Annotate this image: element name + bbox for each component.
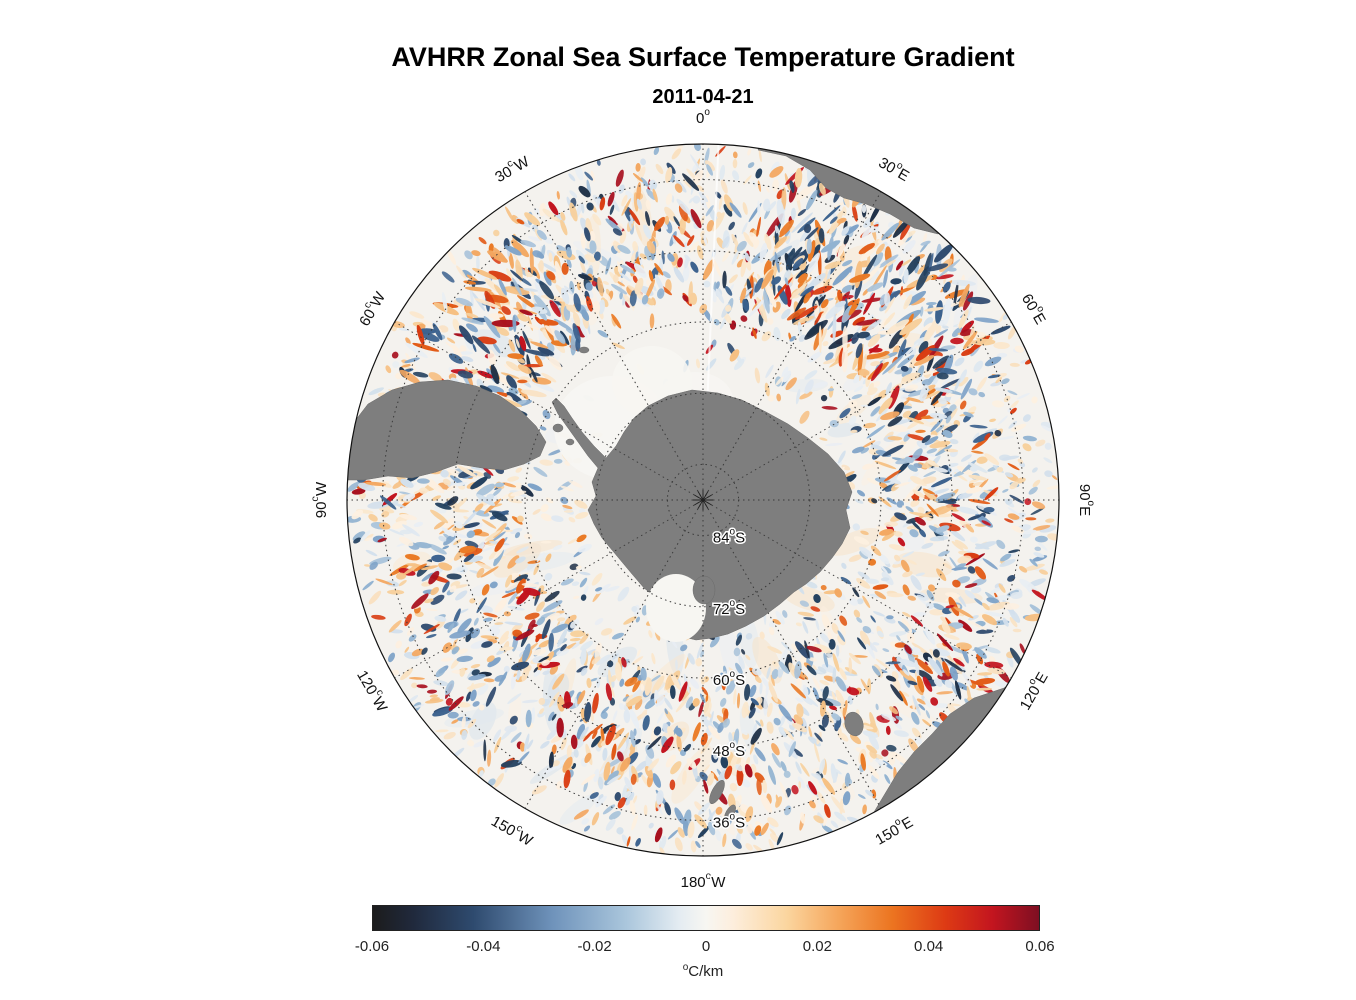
map-field [347,144,1059,856]
small-island [578,346,590,354]
parallel-label: 72oS [713,597,745,617]
colorbar-tick-label: 0 [701,938,711,955]
parallel-label: 60oS [713,669,745,689]
colorbar-tick-label: -0.04 [466,938,501,955]
colorbar-tick-label: -0.02 [577,938,612,955]
figure-date-subtitle: 2011-04-21 [652,86,754,108]
meridian-label: 90oW [310,481,330,518]
map-boundary [346,143,1060,857]
figure-title: AVHRR Zonal Sea Surface Temperature Grad… [391,42,1015,72]
colorbar-ticks: -0.06 -0.04 -0.02 0 0.02 0.04 0.06 [355,938,1055,958]
small-island [565,438,575,446]
meridian-label: 120oW [354,666,394,715]
tasmania-landmass [844,711,864,737]
meridian-label: 120oE [1014,668,1052,713]
meridian-label: 60oE [1018,289,1051,327]
meridian-label: 150oW [488,810,537,850]
colorbar-tick-label: 0.02 [802,938,832,955]
meridian-label: 30oW [490,150,532,186]
parallel-gridline [453,250,953,750]
parallel-gridline [595,392,811,608]
colorbar-tick-label: -0.06 [354,938,390,955]
new-zealand-landmass [709,780,725,804]
colorbar-tick-label: 0.06 [1025,938,1055,955]
parallel-label: 48oS [713,740,745,760]
graticule [347,144,1059,856]
ice-shelf-patch [646,574,706,642]
meridian-label: 180oW [681,871,727,891]
colorbar-gradient [372,905,1040,931]
meridian-label: 30oE [876,151,914,184]
small-island [692,575,716,605]
parallel-label: 36oS [713,811,745,831]
south-america-landmass [347,379,547,481]
new-zealand-landmass [724,804,736,822]
meridian-label: 60oW [353,287,389,329]
small-island [552,423,564,433]
meridian-label: 0o [696,107,710,127]
colorbar-units-degree: o [682,962,689,973]
meridian-label: 90oE [1077,484,1097,516]
pole-marker [693,490,713,510]
colorbar-units-text: C/km [688,963,724,980]
meridian-label: 150oE [871,811,916,849]
parallel-gridline [524,321,882,679]
colorbar-tick-label: 0.04 [914,938,944,955]
parallel-label: 84oS [713,526,745,546]
colorbar-units: oC/km [683,962,724,980]
